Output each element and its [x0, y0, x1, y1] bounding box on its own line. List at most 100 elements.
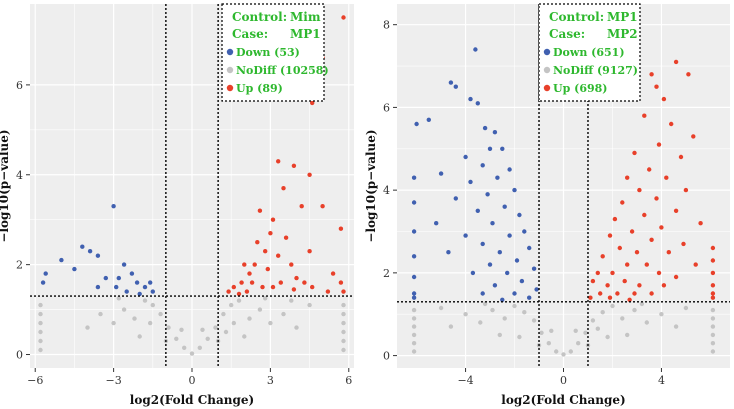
nodiff-point — [38, 302, 43, 308]
nodiff-point — [263, 296, 268, 301]
up-point — [600, 254, 605, 259]
x-tick-label: 3 — [267, 374, 274, 387]
nodiff-point — [478, 320, 483, 325]
up-point — [330, 271, 336, 276]
down-point — [480, 291, 485, 296]
up-point — [637, 187, 642, 193]
up-point — [595, 270, 600, 276]
up-point — [649, 237, 654, 242]
nodiff-point — [502, 316, 507, 321]
up-point — [664, 175, 669, 180]
legend-box — [538, 3, 641, 102]
up-point — [291, 287, 297, 292]
down-point — [492, 130, 498, 135]
nodiff-point — [411, 316, 417, 321]
up-point — [291, 163, 297, 168]
down-point — [148, 280, 153, 285]
down-point — [502, 204, 507, 209]
down-point — [411, 175, 417, 180]
legend-up-label: Up (89) — [236, 82, 283, 95]
up-point — [270, 217, 276, 222]
up-point — [617, 245, 622, 251]
down-point — [527, 245, 532, 251]
y-tick-label: 6 — [383, 101, 390, 114]
nodiff-point — [121, 307, 127, 312]
down-point — [446, 250, 451, 255]
up-point — [627, 297, 632, 302]
down-point — [114, 284, 119, 290]
down-point — [453, 196, 458, 201]
volcano-panel-1: −6 −3 0 3 6 0 2 4 6 log2(Fold Change) −log10(p−val… — [0, 3, 354, 407]
nodiff-point — [197, 345, 202, 350]
down-point — [134, 280, 140, 285]
down-point — [487, 262, 493, 267]
nodiff-point — [411, 349, 417, 354]
down-point — [111, 204, 116, 209]
down-point — [480, 163, 485, 168]
up-point — [710, 258, 716, 263]
up-point — [691, 134, 696, 139]
up-point — [249, 280, 255, 285]
nodiff-point — [644, 320, 649, 325]
up-point — [252, 262, 257, 267]
up-point — [634, 250, 640, 255]
nodiff-point — [639, 301, 645, 307]
nodiff-point — [182, 345, 187, 350]
up-point — [710, 245, 716, 251]
up-point — [661, 96, 667, 102]
up-point — [294, 275, 299, 281]
nodiff-point — [247, 316, 252, 321]
nodiff-point — [583, 330, 588, 335]
up-point — [341, 289, 346, 294]
y-axis-title: −log10(p−value) — [364, 129, 378, 242]
nodiff-point — [710, 307, 716, 313]
down-point — [495, 175, 500, 180]
up-point — [307, 249, 312, 254]
up-point — [656, 270, 662, 276]
down-point — [512, 187, 517, 193]
nodiff-point — [659, 312, 664, 317]
legend-down-marker — [226, 48, 234, 56]
down-point — [507, 167, 512, 172]
down-point — [103, 275, 109, 281]
down-point — [414, 121, 419, 127]
down-point — [411, 254, 417, 259]
down-point — [87, 249, 93, 254]
nodiff-point — [595, 326, 600, 331]
nodiff-point — [229, 302, 234, 308]
series-up — [226, 15, 346, 297]
down-point — [95, 284, 101, 290]
down-point — [129, 271, 135, 276]
nodiff-point — [223, 329, 229, 335]
x-axis-title: log2(Fold Change) — [501, 393, 625, 407]
up-point — [242, 262, 247, 267]
down-point — [507, 233, 512, 238]
up-point — [244, 289, 250, 294]
up-point — [661, 283, 667, 288]
up-point — [642, 113, 647, 118]
down-point — [438, 171, 444, 176]
nodiff-point — [189, 351, 195, 356]
up-point — [625, 262, 630, 267]
down-point — [468, 179, 473, 185]
up-point — [276, 253, 281, 258]
legend-case-value: MP2 — [607, 27, 638, 41]
up-point — [649, 291, 654, 296]
legend: Control: Mim Case: MP1 Down (53) NoDiff (1025… — [221, 3, 329, 102]
up-point — [247, 271, 252, 276]
nodiff-point — [85, 325, 90, 330]
down-point — [463, 154, 468, 160]
y-tick-label: 4 — [16, 169, 23, 182]
x-tick-label: 6 — [345, 374, 352, 387]
nodiff-point — [411, 341, 417, 346]
legend-case-value: MP1 — [290, 27, 321, 41]
legend-control-value: Mim — [290, 10, 321, 24]
up-point — [307, 172, 312, 177]
down-point — [475, 101, 480, 106]
up-point — [632, 150, 637, 156]
legend-nodiff-marker — [226, 66, 234, 74]
down-point — [527, 295, 532, 300]
nodiff-point — [625, 332, 630, 338]
nodiff-point — [341, 320, 346, 326]
